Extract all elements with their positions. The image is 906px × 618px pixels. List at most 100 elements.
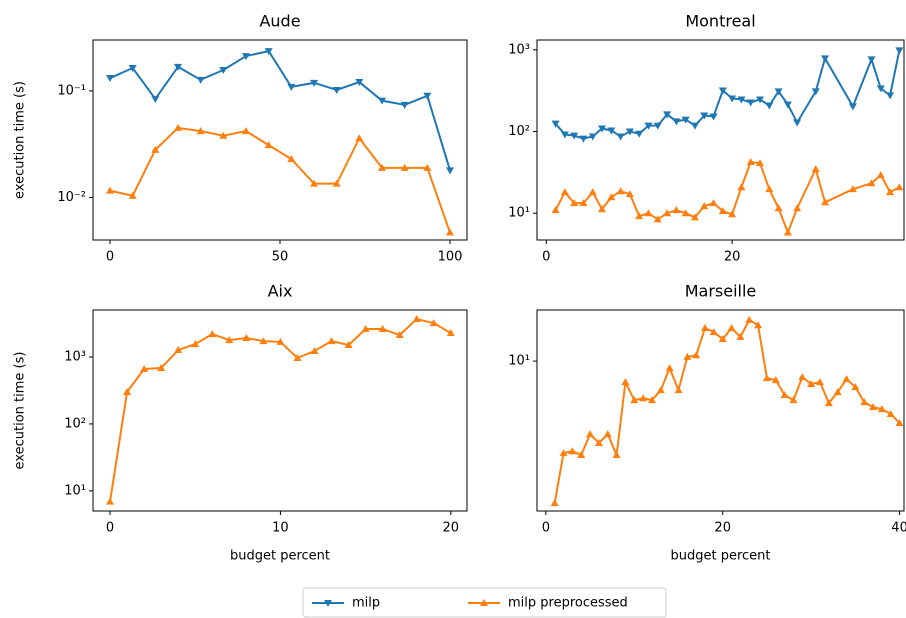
marker [728,95,737,103]
marker [630,396,639,404]
marker [876,85,885,93]
marker [886,410,895,418]
marker [607,127,616,135]
marker [681,116,690,124]
marker [771,376,780,384]
marker [815,378,824,386]
marker [332,86,341,94]
marker [560,131,569,139]
series-line [553,318,901,504]
marker [653,122,662,130]
marker [191,340,200,348]
x-tick-label: 40 [891,521,906,536]
marker [674,386,683,394]
marker [550,499,559,507]
marker [635,130,644,138]
marker [446,228,454,236]
marker [848,185,857,193]
marker [783,228,792,236]
marker [242,53,250,61]
marker [653,215,662,223]
marker [287,154,296,162]
y-axis-label: execution time (s) [13,352,28,470]
y-axis-label: execution time (s) [13,81,28,199]
marker [690,122,699,130]
marker [625,190,634,198]
axes-frame [92,309,468,512]
marker [616,133,625,141]
marker [361,325,370,333]
legend-label: milp [352,596,380,611]
marker [579,199,588,207]
marker [783,101,792,109]
marker [106,186,114,194]
marker [700,112,709,120]
marker [208,330,217,338]
marker [423,163,432,171]
marker [860,398,869,406]
x-axis-label: budget percent [230,549,330,564]
marker [598,125,607,133]
x-tick-label: 100 [438,250,463,265]
marker [219,66,228,74]
marker [355,134,364,142]
marker [746,99,755,107]
marker [310,346,319,354]
marker [665,364,674,372]
marker [700,202,709,210]
marker [709,328,718,336]
marker [736,332,745,340]
marker [877,405,886,413]
marker [400,163,409,171]
marker [709,113,718,121]
marker [647,396,656,404]
marker [718,335,727,343]
marker [765,185,774,193]
marker [140,364,149,372]
series-line [109,126,451,233]
y-tick-label: 10⁻¹ [57,83,86,98]
marker [672,206,681,214]
marker [709,199,718,207]
marker [174,346,183,354]
marker [672,118,681,126]
marker [603,430,612,438]
marker [551,120,560,128]
marker [242,334,251,342]
series-line [109,49,451,171]
marker [842,375,851,383]
marker [570,132,579,140]
x-tick-label: 0 [542,521,550,536]
marker [886,92,895,100]
y-tick-label: 10² [508,124,530,139]
marker [598,205,607,213]
y-tick-label: 10¹ [64,483,86,498]
marker [219,131,228,139]
marker [264,48,273,56]
marker [701,324,710,332]
marker [663,209,672,217]
marker [681,209,690,217]
marker [559,449,568,457]
marker [568,447,577,455]
marker [754,321,763,329]
marker [310,79,318,87]
marker [851,383,860,391]
x-tick-label: 50 [272,250,289,265]
series-line [554,50,901,140]
marker [332,179,341,187]
x-tick-label: 0 [106,521,114,536]
marker [824,399,833,407]
x-tick-label: 20 [714,521,731,536]
marker [718,87,727,95]
marker [429,319,438,327]
marker [123,388,132,396]
marker [378,97,386,105]
marker [867,56,876,64]
marker [616,187,625,195]
marker [821,198,830,206]
marker [774,204,783,212]
marker [174,63,182,71]
y-tick-label: 10⁻² [57,190,86,205]
